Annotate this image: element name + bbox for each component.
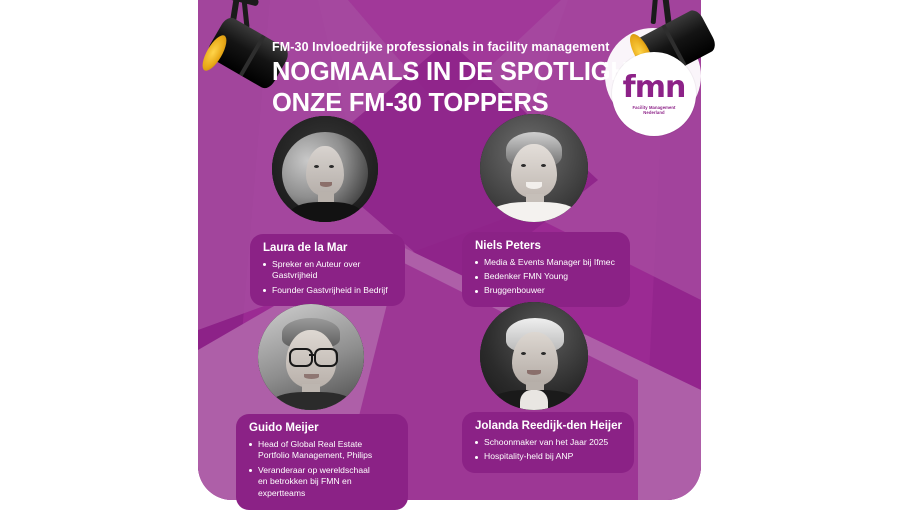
bullet-text: Spreker en Auteur over Gastvrijheid xyxy=(272,259,360,281)
bullet-text: Schoonmaker van het Jaar 2025 xyxy=(484,437,608,447)
page-title-line-1: NOGMAALS IN DE SPOTLIGHTS: xyxy=(272,57,669,88)
portrait-image xyxy=(480,114,588,222)
portrait-mouth xyxy=(304,374,319,379)
portrait-face xyxy=(512,332,558,386)
list-item: Schoonmaker van het Jaar 2025 xyxy=(475,437,621,449)
portrait-face xyxy=(306,146,344,196)
portrait-torso xyxy=(290,202,362,222)
portrait-eye-right xyxy=(329,165,334,168)
info-card: Niels Peters Media & Events Manager bij … xyxy=(462,232,630,307)
portrait-eye-left xyxy=(521,164,526,167)
bullet-text: Hospitality-held bij ANP xyxy=(484,451,573,461)
fmn-wordmark: fmn xyxy=(623,73,686,103)
person-bullet-list: Spreker en Auteur over Gastvrijheid Foun… xyxy=(263,259,392,297)
spotlight-ring xyxy=(239,35,265,77)
portrait-image xyxy=(258,304,364,410)
eyeglasses-bridge xyxy=(309,354,314,356)
fmn-logo: fmn Facility Management Nederland xyxy=(612,52,696,136)
person-name: Jolanda Reedijk-den Heijer xyxy=(475,420,621,434)
portrait-face xyxy=(511,144,557,198)
fmn-subtitle-line-2: Nederland xyxy=(643,110,664,115)
bullet-text: Veranderaar op wereldschaal xyxy=(258,465,370,475)
portrait-torso xyxy=(490,202,578,222)
logo-dot-1 xyxy=(604,62,608,66)
bullet-text: Head of Global Real Estate xyxy=(258,439,362,449)
person-name: Guido Meijer xyxy=(249,422,395,436)
list-item: Bruggenbouwer xyxy=(475,285,617,297)
bullet-text: Bedenker FMN Young xyxy=(484,271,568,281)
info-card: Laura de la Mar Spreker en Auteur over G… xyxy=(250,234,405,306)
bullet-text: Bruggenbouwer xyxy=(484,285,545,295)
list-item: Media & Events Manager bij Ifmec xyxy=(475,257,617,269)
eyebrow-text: FM-30 Invloedrijke professionals in faci… xyxy=(272,40,610,54)
portrait-eye-right xyxy=(541,164,546,167)
eyeglasses-icon-right xyxy=(314,348,338,367)
list-item: Founder Gastvrijheid in Bedrijf xyxy=(263,285,392,297)
list-item: Head of Global Real Estate Portfolio Man… xyxy=(249,439,395,462)
portrait-mouth xyxy=(526,182,542,189)
portrait-mouth xyxy=(320,182,332,187)
portrait-eye-right xyxy=(541,352,546,355)
portrait-eye-left xyxy=(314,165,319,168)
page-title: NOGMAALS IN DE SPOTLIGHTS: ONZE FM-30 TO… xyxy=(272,57,669,119)
bullet-text-line-2: Portfolio Management, Philips xyxy=(258,450,395,462)
list-item: Spreker en Auteur over Gastvrijheid xyxy=(263,259,392,282)
person-bullet-list: Head of Global Real Estate Portfolio Man… xyxy=(249,439,395,500)
person-name: Niels Peters xyxy=(475,240,617,254)
portrait-mouth xyxy=(527,370,541,375)
logo-dot-2 xyxy=(604,73,608,77)
avatar xyxy=(480,114,588,222)
info-card: Jolanda Reedijk-den Heijer Schoonmaker v… xyxy=(462,412,634,473)
bullet-text: Founder Gastvrijheid in Bedrijf xyxy=(272,285,388,295)
bullet-text-line-2: en betrokken bij FMN en expertteams xyxy=(258,476,395,499)
portrait-eye-left xyxy=(521,352,526,355)
list-item: Veranderaar op wereldschaal en betrokken… xyxy=(249,465,395,500)
avatar xyxy=(272,116,378,222)
list-item: Bedenker FMN Young xyxy=(475,271,617,283)
portrait-torso xyxy=(490,390,578,410)
portrait-image xyxy=(272,116,378,222)
avatar xyxy=(258,304,364,410)
person-bullet-list: Media & Events Manager bij Ifmec Bedenke… xyxy=(475,257,617,297)
portrait-torso xyxy=(270,392,354,410)
page-title-line-2: ONZE FM-30 TOPPERS xyxy=(272,88,669,119)
logo-accent-dots xyxy=(604,62,608,84)
eyeglasses-icon xyxy=(289,348,313,367)
person-bullet-list: Schoonmaker van het Jaar 2025 Hospitalit… xyxy=(475,437,621,463)
info-card: Guido Meijer Head of Global Real Estate … xyxy=(236,414,408,510)
person-name: Laura de la Mar xyxy=(263,242,392,256)
bullet-text: Media & Events Manager bij Ifmec xyxy=(484,257,615,267)
list-item: Hospitality-held bij ANP xyxy=(475,451,621,463)
avatar xyxy=(480,302,588,410)
portrait-image xyxy=(480,302,588,410)
